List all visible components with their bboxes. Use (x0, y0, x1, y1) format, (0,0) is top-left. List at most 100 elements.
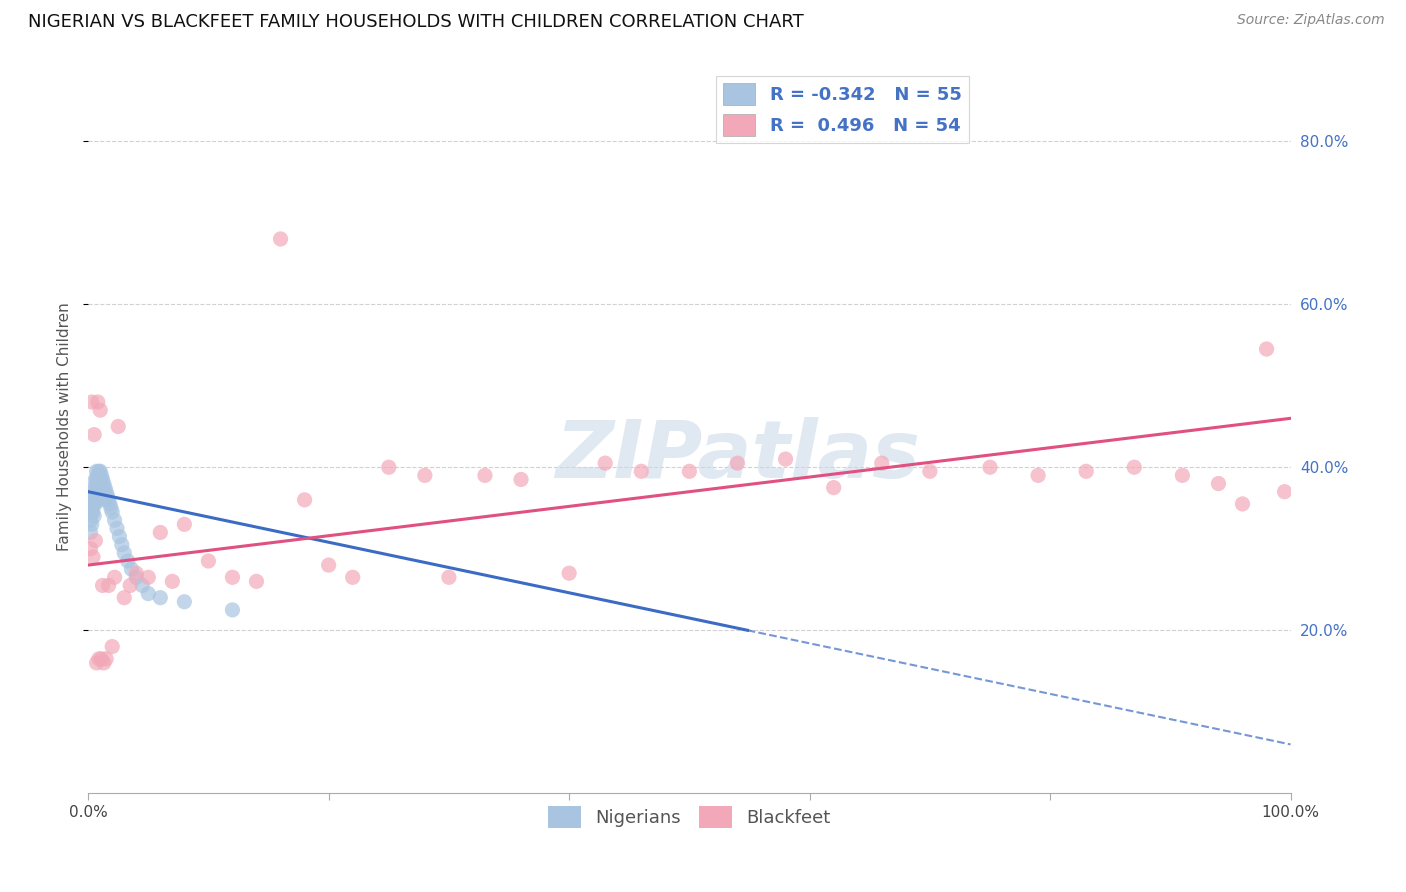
Point (83, 509, 105, 524)
Point (101, 505, 124, 519)
Point (80, 395, 103, 409)
Point (120, 562, 142, 576)
Point (84, 473, 107, 487)
Point (96, 489, 118, 503)
Point (131, 578, 153, 592)
Point (136, 586, 159, 600)
Point (82, 497, 104, 511)
Point (87, 489, 110, 503)
Legend: Nigerians, Blackfeet: Nigerians, Blackfeet (541, 799, 838, 836)
Point (197, 554, 219, 568)
Point (98, 497, 121, 511)
Point (870, 456, 893, 470)
Point (91, 578, 114, 592)
Point (1232, 497, 1254, 511)
Point (93, 656, 115, 670)
Point (173, 595, 195, 609)
Point (294, 492, 316, 507)
Point (100, 501, 122, 516)
Point (630, 464, 652, 478)
Point (558, 566, 581, 581)
Point (89, 403, 111, 417)
Point (1274, 484, 1296, 499)
Point (775, 452, 797, 467)
Point (86, 656, 108, 670)
Point (96, 652, 118, 666)
Point (510, 473, 533, 487)
Point (87, 468, 110, 483)
Point (437, 570, 460, 584)
Point (474, 468, 496, 483)
Point (727, 456, 749, 470)
Point (94, 492, 117, 507)
Point (149, 591, 172, 605)
Point (413, 468, 436, 483)
Point (94, 481, 117, 495)
Point (1171, 468, 1194, 483)
Point (245, 574, 267, 589)
Point (105, 521, 128, 535)
Point (87, 476, 110, 491)
Point (593, 456, 616, 470)
Point (82, 492, 104, 507)
Point (1256, 342, 1278, 356)
Point (979, 460, 1001, 475)
Point (107, 419, 129, 434)
Point (221, 603, 243, 617)
Point (79, 541, 101, 556)
Point (104, 570, 127, 584)
Point (1026, 468, 1049, 483)
Point (96, 484, 118, 499)
Point (112, 546, 135, 560)
Point (82, 549, 104, 564)
Point (108, 529, 131, 543)
Point (270, 232, 292, 246)
Point (97, 492, 120, 507)
Point (87, 473, 110, 487)
Point (80, 501, 103, 516)
Point (120, 578, 142, 592)
Point (149, 525, 172, 540)
Point (89, 484, 111, 499)
Point (90, 652, 112, 666)
Point (83, 497, 105, 511)
Point (79, 513, 101, 527)
Point (823, 481, 845, 495)
Point (93, 476, 115, 491)
Point (79, 525, 101, 540)
Point (84, 497, 107, 511)
Text: ZIPatlas: ZIPatlas (555, 417, 920, 495)
Point (101, 640, 124, 654)
Point (91, 473, 114, 487)
Point (93, 489, 115, 503)
Point (83, 427, 105, 442)
Point (918, 464, 941, 478)
Point (1208, 476, 1230, 491)
Point (89, 473, 111, 487)
Point (378, 460, 401, 475)
Point (1123, 460, 1146, 475)
Point (86, 484, 108, 499)
Point (117, 554, 139, 568)
Point (84, 533, 107, 548)
Point (83, 481, 105, 495)
Point (136, 570, 159, 584)
Point (342, 570, 364, 584)
Point (83, 489, 105, 503)
Point (87, 652, 110, 666)
Point (173, 517, 195, 532)
Point (82, 505, 104, 519)
Point (84, 489, 107, 503)
Point (87, 395, 110, 409)
Point (90, 468, 112, 483)
Point (125, 566, 148, 581)
Point (86, 492, 108, 507)
Point (221, 570, 243, 584)
Point (84, 481, 107, 495)
Point (89, 464, 111, 478)
Point (90, 481, 112, 495)
Point (125, 570, 148, 584)
Point (86, 473, 108, 487)
Point (112, 591, 135, 605)
Point (86, 464, 108, 478)
